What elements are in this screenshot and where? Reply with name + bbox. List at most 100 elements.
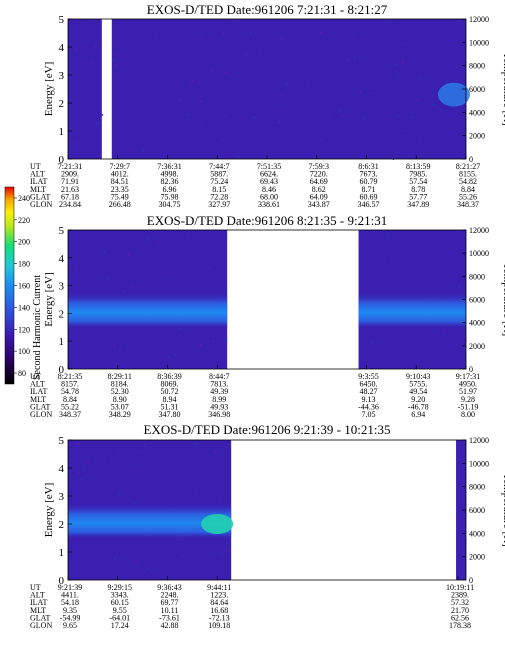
orbit-cell: 48.27 bbox=[360, 387, 378, 396]
orbit-row-label: GLON bbox=[30, 200, 52, 209]
noise-speck bbox=[129, 470, 132, 473]
noise-speck bbox=[186, 233, 189, 235]
orbit-cell: -44.36 bbox=[358, 402, 379, 411]
orbit-cell: 8:36:39 bbox=[157, 372, 181, 381]
noise-speck bbox=[359, 91, 362, 94]
orbit-cell: 4998. bbox=[161, 170, 179, 179]
noise-speck bbox=[146, 238, 149, 241]
data-band bbox=[456, 440, 466, 580]
noise-speck bbox=[191, 80, 194, 82]
y-tick-label: 2 bbox=[59, 98, 65, 110]
y2-tick-label: 6000 bbox=[469, 296, 485, 305]
y-tick-label: 1 bbox=[59, 547, 65, 559]
noise-speck bbox=[237, 156, 240, 159]
orbit-cell: 49.54 bbox=[409, 387, 427, 396]
orbit-row-label: ILAT bbox=[30, 598, 47, 607]
orbit-cell: 7.05 bbox=[362, 410, 376, 419]
orbit-cell: 8.90 bbox=[113, 395, 127, 404]
y-axis-label: Energy [eV] bbox=[43, 483, 55, 537]
y-tick-label: 4 bbox=[59, 42, 65, 54]
noise-speck bbox=[214, 451, 217, 453]
orbit-cell: 2389. bbox=[451, 591, 469, 600]
orbit-cell: 8.46 bbox=[262, 185, 276, 194]
noise-speck bbox=[220, 552, 223, 555]
noise-speck bbox=[404, 130, 406, 132]
orbit-cell: 8.00 bbox=[461, 410, 475, 419]
orbit-cell: 8.94 bbox=[163, 395, 177, 404]
orbit-cell: 8:6:31 bbox=[358, 162, 378, 171]
noise-speck bbox=[369, 92, 371, 95]
y2-tick-label: 2000 bbox=[469, 132, 485, 141]
spectrogram-panel: EXOS-D/TED Date:961206 7:21:31 - 8:21:27… bbox=[30, 2, 505, 209]
orbit-row-label: UT bbox=[30, 162, 41, 171]
orbit-cell: 9:44:11 bbox=[207, 583, 231, 592]
orbit-row-label: GLAT bbox=[30, 613, 51, 622]
noise-speck bbox=[208, 267, 211, 270]
y-tick-label: 4 bbox=[59, 253, 65, 265]
noise-speck bbox=[225, 338, 228, 341]
noise-speck bbox=[353, 37, 355, 39]
noise-speck bbox=[179, 98, 181, 101]
orbit-cell: 8:44:7 bbox=[209, 372, 229, 381]
noise-speck bbox=[132, 285, 134, 287]
noise-speck bbox=[363, 117, 365, 119]
orbit-cell: 71.91 bbox=[61, 177, 79, 186]
orbit-cell: -72.13 bbox=[209, 613, 230, 622]
orbit-cell: 8:21:35 bbox=[58, 372, 82, 381]
orbit-cell: 9:3:55 bbox=[358, 372, 378, 381]
colorbar-tick-label: 120 bbox=[18, 325, 30, 334]
y-tick-label: 5 bbox=[59, 225, 65, 237]
orbit-cell: 54.78 bbox=[61, 387, 79, 396]
orbit-cell: 49.39 bbox=[210, 387, 228, 396]
noise-speck bbox=[396, 76, 399, 78]
panel-title: EXOS-D/TED Date:961206 8:21:35 - 9:21:31 bbox=[147, 213, 387, 228]
noise-speck bbox=[228, 550, 230, 552]
colorbar-tick-label: 160 bbox=[18, 282, 30, 291]
orbit-cell: 42.88 bbox=[161, 621, 179, 630]
colorbar: 80 100 120 140 160 180 200 220 240 Second Harmon… bbox=[4, 186, 43, 385]
noise-speck bbox=[353, 57, 356, 59]
orbit-cell: 266.48 bbox=[109, 200, 131, 209]
y-tick-label: 3 bbox=[59, 70, 65, 82]
noise-speck bbox=[94, 45, 97, 48]
noise-speck bbox=[210, 70, 213, 73]
noise-speck bbox=[200, 100, 202, 102]
orbit-cell: 8.84 bbox=[461, 185, 475, 194]
noise-speck bbox=[420, 77, 422, 80]
y-axis-label: Energy [eV] bbox=[43, 272, 55, 326]
noise-speck bbox=[223, 234, 225, 236]
orbit-cell: 304.75 bbox=[159, 200, 181, 209]
orbit-cell: 10:19:11 bbox=[446, 583, 474, 592]
thermal-band bbox=[68, 292, 228, 329]
noise-speck bbox=[411, 117, 414, 119]
noise-speck bbox=[401, 59, 404, 61]
orbit-cell: 7673. bbox=[360, 170, 378, 179]
noise-speck bbox=[113, 54, 116, 57]
y-tick-label: 2 bbox=[59, 519, 65, 531]
y2-tick-label: 8000 bbox=[469, 62, 485, 71]
orbit-cell: 69.43 bbox=[260, 177, 278, 186]
noise-speck bbox=[143, 444, 146, 447]
y-tick-label: 0 bbox=[59, 154, 65, 166]
noise-speck bbox=[463, 561, 466, 564]
noise-speck bbox=[247, 75, 249, 77]
noise-speck bbox=[87, 461, 89, 463]
panel-title: EXOS-D/TED Date:961206 9:21:39 - 10:21:3… bbox=[144, 422, 391, 437]
noise-speck bbox=[195, 489, 198, 491]
orbit-cell: 7:51:35 bbox=[257, 162, 281, 171]
orbit-cell: 8.15 bbox=[212, 185, 226, 194]
orbit-cell: 9.13 bbox=[362, 395, 376, 404]
y-tick-label: 1 bbox=[59, 126, 65, 138]
noise-speck bbox=[446, 79, 448, 81]
orbit-cell: 338.61 bbox=[258, 200, 280, 209]
colorbar-tick-label: 100 bbox=[18, 347, 30, 356]
orbit-cell: 8157. bbox=[61, 380, 79, 389]
noise-speck bbox=[103, 251, 106, 253]
orbit-cell: 60.15 bbox=[111, 598, 129, 607]
colorbar-gradient bbox=[4, 186, 15, 385]
y2-tick-label: 12000 bbox=[469, 226, 489, 235]
orbit-cell: 54.18 bbox=[61, 598, 79, 607]
orbit-cell: 57.32 bbox=[451, 598, 469, 607]
noise-speck bbox=[225, 114, 227, 117]
noise-speck bbox=[174, 354, 177, 356]
